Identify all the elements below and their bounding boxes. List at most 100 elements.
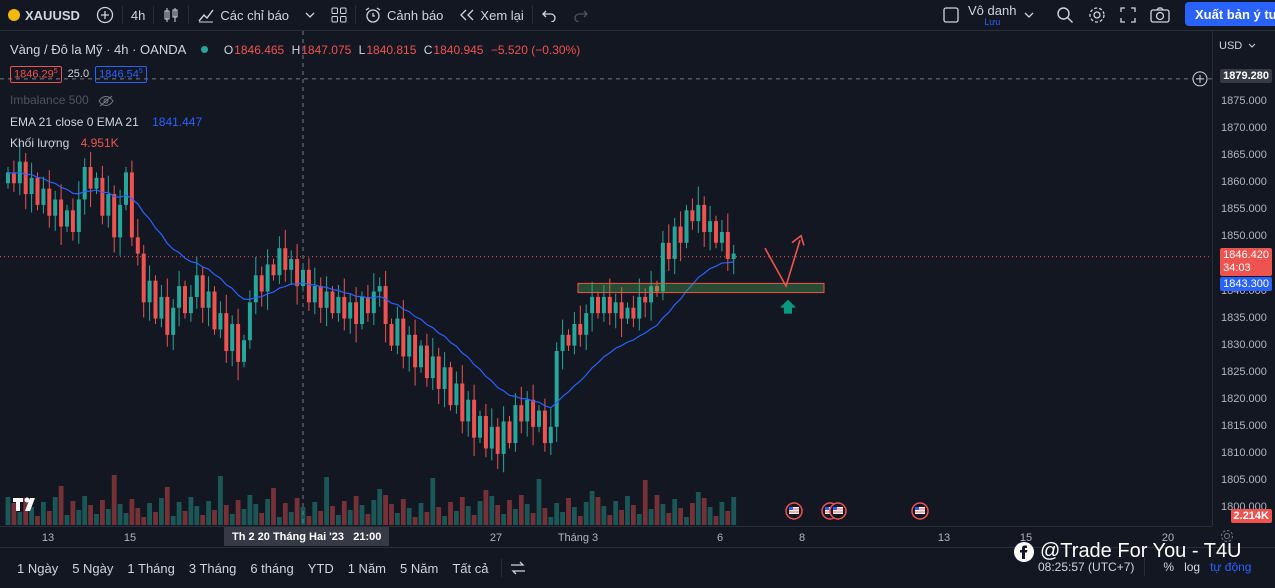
volume-bar	[477, 501, 483, 525]
auto-toggle[interactable]: tự động	[1210, 560, 1252, 574]
price-chart[interactable]	[0, 31, 1212, 526]
volume-bar	[135, 508, 141, 525]
volume-bar	[300, 507, 306, 525]
user-menu[interactable]: Vô danh Lưu	[942, 1, 1034, 29]
fullscreen-icon[interactable]	[1120, 7, 1136, 23]
volume-bar	[436, 507, 442, 525]
candle	[65, 204, 69, 232]
range-button[interactable]: 5 Ngày	[72, 560, 114, 576]
volume-bar	[536, 479, 542, 525]
candle	[419, 340, 423, 373]
candle	[442, 352, 447, 408]
range-button[interactable]: YTD	[307, 560, 334, 576]
camera-icon[interactable]	[1150, 7, 1170, 23]
redo-button[interactable]	[565, 0, 597, 30]
candle	[159, 285, 164, 328]
interval-button[interactable]: 4h	[123, 0, 153, 30]
publish-idea-button[interactable]: Xuất bản ý tưởng	[1185, 2, 1275, 26]
change-value: −5.520 (−0.30%)	[490, 43, 581, 57]
volume-bar	[412, 517, 418, 525]
percent-toggle[interactable]: %	[1163, 560, 1175, 574]
range-button[interactable]: 1 Ngày	[17, 560, 59, 576]
volume-bar	[448, 502, 453, 525]
tradingview-logo[interactable]	[12, 496, 40, 517]
us-flag-event-icon[interactable]	[911, 502, 929, 520]
volume-bar	[88, 505, 93, 525]
save-status: Lưu	[984, 16, 1001, 27]
chart-type-button[interactable]	[154, 0, 188, 30]
compare-button[interactable]	[88, 0, 122, 30]
candle	[218, 301, 223, 339]
volume-bar	[660, 504, 666, 525]
volume-bar	[589, 491, 595, 525]
candle	[578, 305, 583, 347]
search-icon[interactable]	[1056, 6, 1074, 24]
settings-corner-icon[interactable]	[1220, 529, 1234, 548]
plus-circle-icon	[96, 6, 114, 24]
price-axis[interactable]: USD 1875.000 1870.000 1865.000 1860.000 1855…	[1212, 31, 1275, 526]
volume-bar	[223, 505, 229, 525]
eye-hidden-icon[interactable]	[98, 95, 114, 107]
crosshair-add-icon[interactable]	[1192, 71, 1208, 87]
range-button[interactable]: 5 Năm	[400, 560, 439, 576]
indicator-imbalance[interactable]: Imbalance 500	[10, 93, 114, 107]
volume-bar	[707, 507, 713, 525]
chart-pane[interactable]	[0, 31, 1212, 526]
volume-bar	[713, 516, 719, 525]
candle	[430, 338, 435, 391]
candle	[212, 286, 217, 335]
candle	[29, 162, 34, 213]
candle	[395, 306, 400, 355]
time-axis[interactable]: 13 15 27 Tháng 3 6 8 13 15 20 Th 2 20 Tháng Hai …	[0, 526, 1212, 547]
candle	[507, 415, 512, 449]
candle	[454, 371, 459, 414]
alerts-button[interactable]: Cảnh báo	[356, 0, 451, 30]
volume-bar	[159, 498, 164, 525]
volume-bar	[495, 505, 501, 525]
candle	[11, 160, 16, 192]
range-button[interactable]: 1 Năm	[347, 560, 387, 576]
candle	[607, 278, 612, 326]
candle	[377, 277, 382, 307]
indicator-volume[interactable]: Khối lượng 4.951K	[10, 136, 119, 150]
up-arrow-icon[interactable]	[780, 299, 796, 314]
projection-path[interactable]	[764, 239, 801, 289]
undo-button[interactable]	[533, 0, 565, 30]
candle	[601, 285, 606, 322]
candle	[165, 278, 170, 347]
buy-button[interactable]: 1846.545	[95, 66, 147, 83]
currency-selector[interactable]: USD	[1219, 40, 1256, 52]
indicators-dropdown[interactable]	[297, 0, 323, 30]
layouts-button[interactable]	[323, 0, 355, 30]
price-tick: 1830.000	[1221, 338, 1267, 351]
sell-button[interactable]: 1846.295	[10, 66, 62, 83]
us-flag-event-icon[interactable]	[829, 502, 847, 520]
support-zone[interactable]	[577, 282, 825, 294]
volume-bar	[247, 495, 253, 525]
volume-value: 4.951K	[80, 136, 119, 150]
right-toolbar	[1056, 0, 1170, 30]
replay-button[interactable]: Xem lại	[451, 0, 531, 30]
range-button[interactable]: Tất cả	[452, 560, 489, 576]
date-range-icon[interactable]	[510, 561, 526, 575]
range-button[interactable]: 1 Tháng	[127, 560, 175, 576]
gear-icon[interactable]	[1088, 6, 1106, 24]
sell-price-sup: 5	[53, 68, 58, 75]
range-button[interactable]: 3 Tháng	[188, 560, 237, 576]
volume-bar	[577, 516, 583, 525]
volume-bar	[17, 512, 23, 525]
us-flag-event-icon[interactable]	[785, 502, 803, 520]
candle	[318, 277, 323, 323]
volume-bar	[188, 497, 194, 525]
candle	[348, 293, 353, 334]
volume-bar	[253, 504, 259, 525]
clock[interactable]: 08:25:57 (UTC+7)	[1038, 560, 1135, 574]
symbol-search-button[interactable]: XAUUSD	[0, 0, 88, 30]
indicator-ema[interactable]: EMA 21 close 0 EMA 21 1841.447	[10, 115, 202, 129]
candle	[702, 196, 707, 248]
candles	[6, 143, 736, 473]
candle	[424, 333, 429, 387]
range-button[interactable]: 6 tháng	[250, 560, 294, 576]
indicators-button[interactable]: Các chỉ báo	[189, 0, 297, 30]
log-toggle[interactable]: log	[1184, 560, 1201, 574]
